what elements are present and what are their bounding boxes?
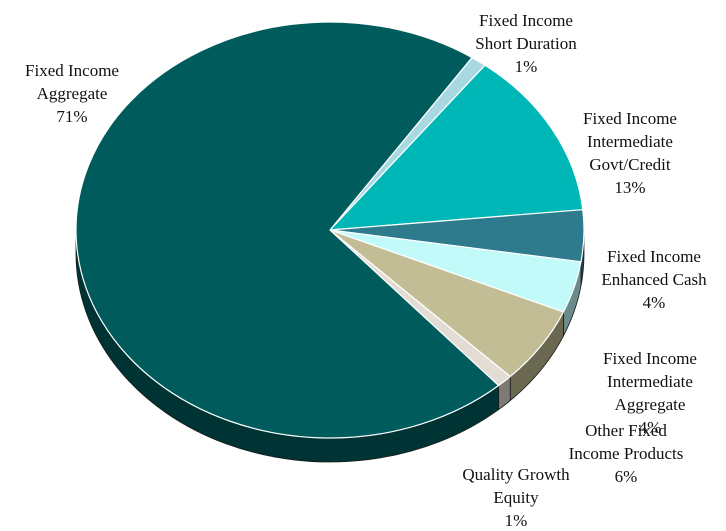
slice-label-line: Fixed Income	[583, 109, 677, 128]
slice-percent: 1%	[515, 57, 538, 76]
slice-label-6: Fixed Income Aggregate 71%	[25, 61, 119, 126]
slice-label-0: Fixed Income Short Duration 1%	[475, 11, 577, 76]
slice-label-line: Fixed Income	[25, 61, 119, 80]
slice-label-2: Fixed Income Enhanced Cash 4%	[601, 247, 707, 312]
slice-label-line: Income Products	[569, 444, 684, 463]
pie-slice-1	[329, 64, 584, 231]
slice-label-5: Quality Growth Equity 1%	[462, 465, 570, 530]
pie-labels: Fixed Income Short Duration 1%Fixed Income…	[25, 11, 707, 530]
slice-label-1: Fixed Income Intermediate Govt/Credit 13%	[583, 109, 677, 197]
slice-label-line: Equity	[493, 488, 539, 507]
slice-label-line: Fixed Income	[603, 349, 697, 368]
slice-label-line: Fixed Income	[607, 247, 701, 266]
slice-percent: 4%	[643, 293, 666, 312]
slice-label-line: Enhanced Cash	[601, 270, 707, 289]
slice-label-line: Short Duration	[475, 34, 577, 53]
slice-percent: 1%	[505, 511, 528, 530]
slice-label-4: Other Fixed Income Products 6%	[569, 421, 684, 486]
slice-label-line: Intermediate	[587, 132, 673, 151]
slice-label-line: Other Fixed	[585, 421, 667, 440]
slice-percent: 71%	[56, 107, 87, 126]
pie-slice-6	[75, 21, 500, 439]
slice-percent: 6%	[615, 467, 638, 486]
slice-label-line: Aggregate	[37, 84, 108, 103]
slice-label-line: Intermediate	[607, 372, 693, 391]
slice-label-line: Fixed Income	[479, 11, 573, 30]
slice-label-line: Govt/Credit	[589, 155, 670, 174]
slice-percent: 13%	[614, 178, 645, 197]
slice-label-line: Aggregate	[615, 395, 686, 414]
slice-percent: 4%	[639, 418, 662, 437]
slice-label-line: Quality Growth	[462, 465, 570, 484]
slice-label-3: Fixed Income Intermediate Aggregate 4%	[603, 349, 697, 437]
pie-slices	[75, 21, 585, 439]
